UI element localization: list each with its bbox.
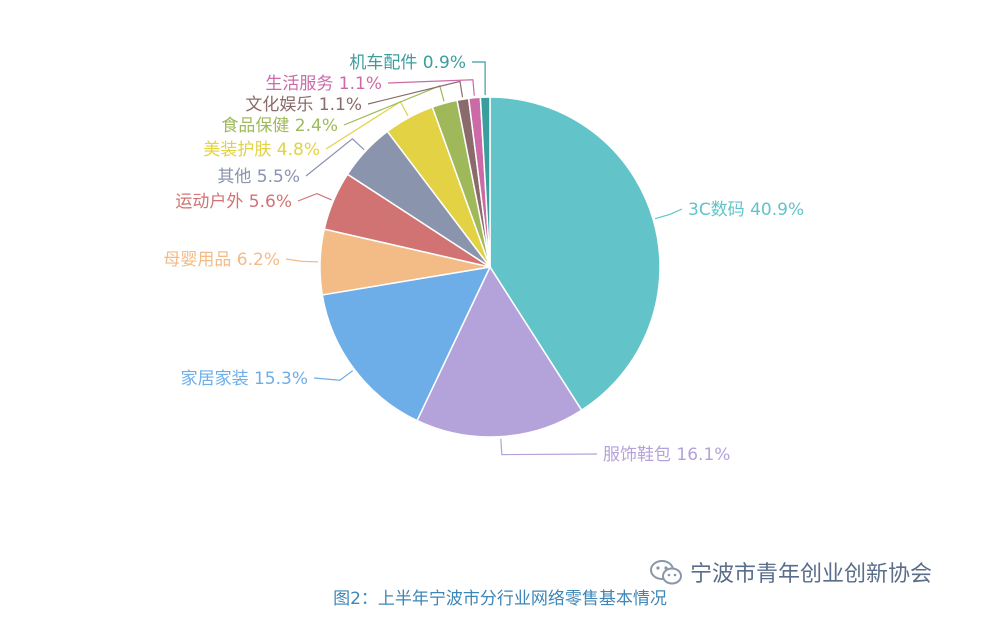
slice-label-食品保健: 食品保健 2.4% bbox=[221, 116, 338, 136]
slice-label-母婴用品: 母婴用品 6.2% bbox=[163, 250, 280, 270]
slice-label-家居家装: 家居家装 15.3% bbox=[181, 369, 308, 389]
leader-line-家居家装 bbox=[313, 370, 354, 381]
leader-lines bbox=[285, 61, 683, 456]
leader-line-生活服务 bbox=[387, 79, 475, 96]
leader-line-3C数码 bbox=[654, 208, 683, 220]
leader-line-其他 bbox=[305, 138, 365, 177]
slice-label-机车配件: 机车配件 0.9% bbox=[349, 53, 466, 73]
slice-label-服饰鞋包: 服饰鞋包 16.1% bbox=[603, 445, 730, 465]
pie-slices bbox=[319, 96, 661, 438]
pie-slice-家居家装 bbox=[321, 266, 492, 422]
slice-label-生活服务: 生活服务 1.1% bbox=[265, 74, 382, 94]
leader-line-文化娱乐 bbox=[367, 80, 464, 105]
pie-slice-3C数码 bbox=[489, 96, 661, 412]
figure-caption: 图2：上半年宁波市分行业网络零售基本情况 bbox=[333, 589, 667, 609]
watermark: 宁波市青年创业创新协会 bbox=[648, 556, 932, 588]
pie-slice-机车配件 bbox=[479, 96, 491, 268]
pie-slice-服饰鞋包 bbox=[416, 265, 583, 438]
slice-labels: 3C数码 40.9% 服饰鞋包 16.1% 家居家装 15.3% 母婴用品 6.2% 运… bbox=[163, 53, 804, 465]
slice-label-美装护肤: 美装护肤 4.8% bbox=[203, 140, 320, 160]
leader-line-机车配件 bbox=[472, 61, 486, 96]
slice-label-其他: 其他 5.5% bbox=[217, 167, 300, 187]
leader-line-运动户外 bbox=[297, 192, 332, 202]
watermark-text: 宁波市青年创业创新协会 bbox=[690, 562, 933, 587]
slice-label-文化娱乐: 文化娱乐 1.1% bbox=[245, 95, 362, 115]
leader-line-服饰鞋包 bbox=[500, 438, 598, 456]
pie-chart: 3C数码 40.9% 服饰鞋包 16.1% 家居家装 15.3% 母婴用品 6.2% 运… bbox=[163, 53, 804, 465]
leader-line-母婴用品 bbox=[285, 258, 319, 263]
slice-label-3C数码: 3C数码 40.9% bbox=[688, 200, 804, 220]
slice-label-运动户外: 运动户外 5.6% bbox=[175, 192, 292, 212]
wechat-icon bbox=[650, 560, 682, 585]
